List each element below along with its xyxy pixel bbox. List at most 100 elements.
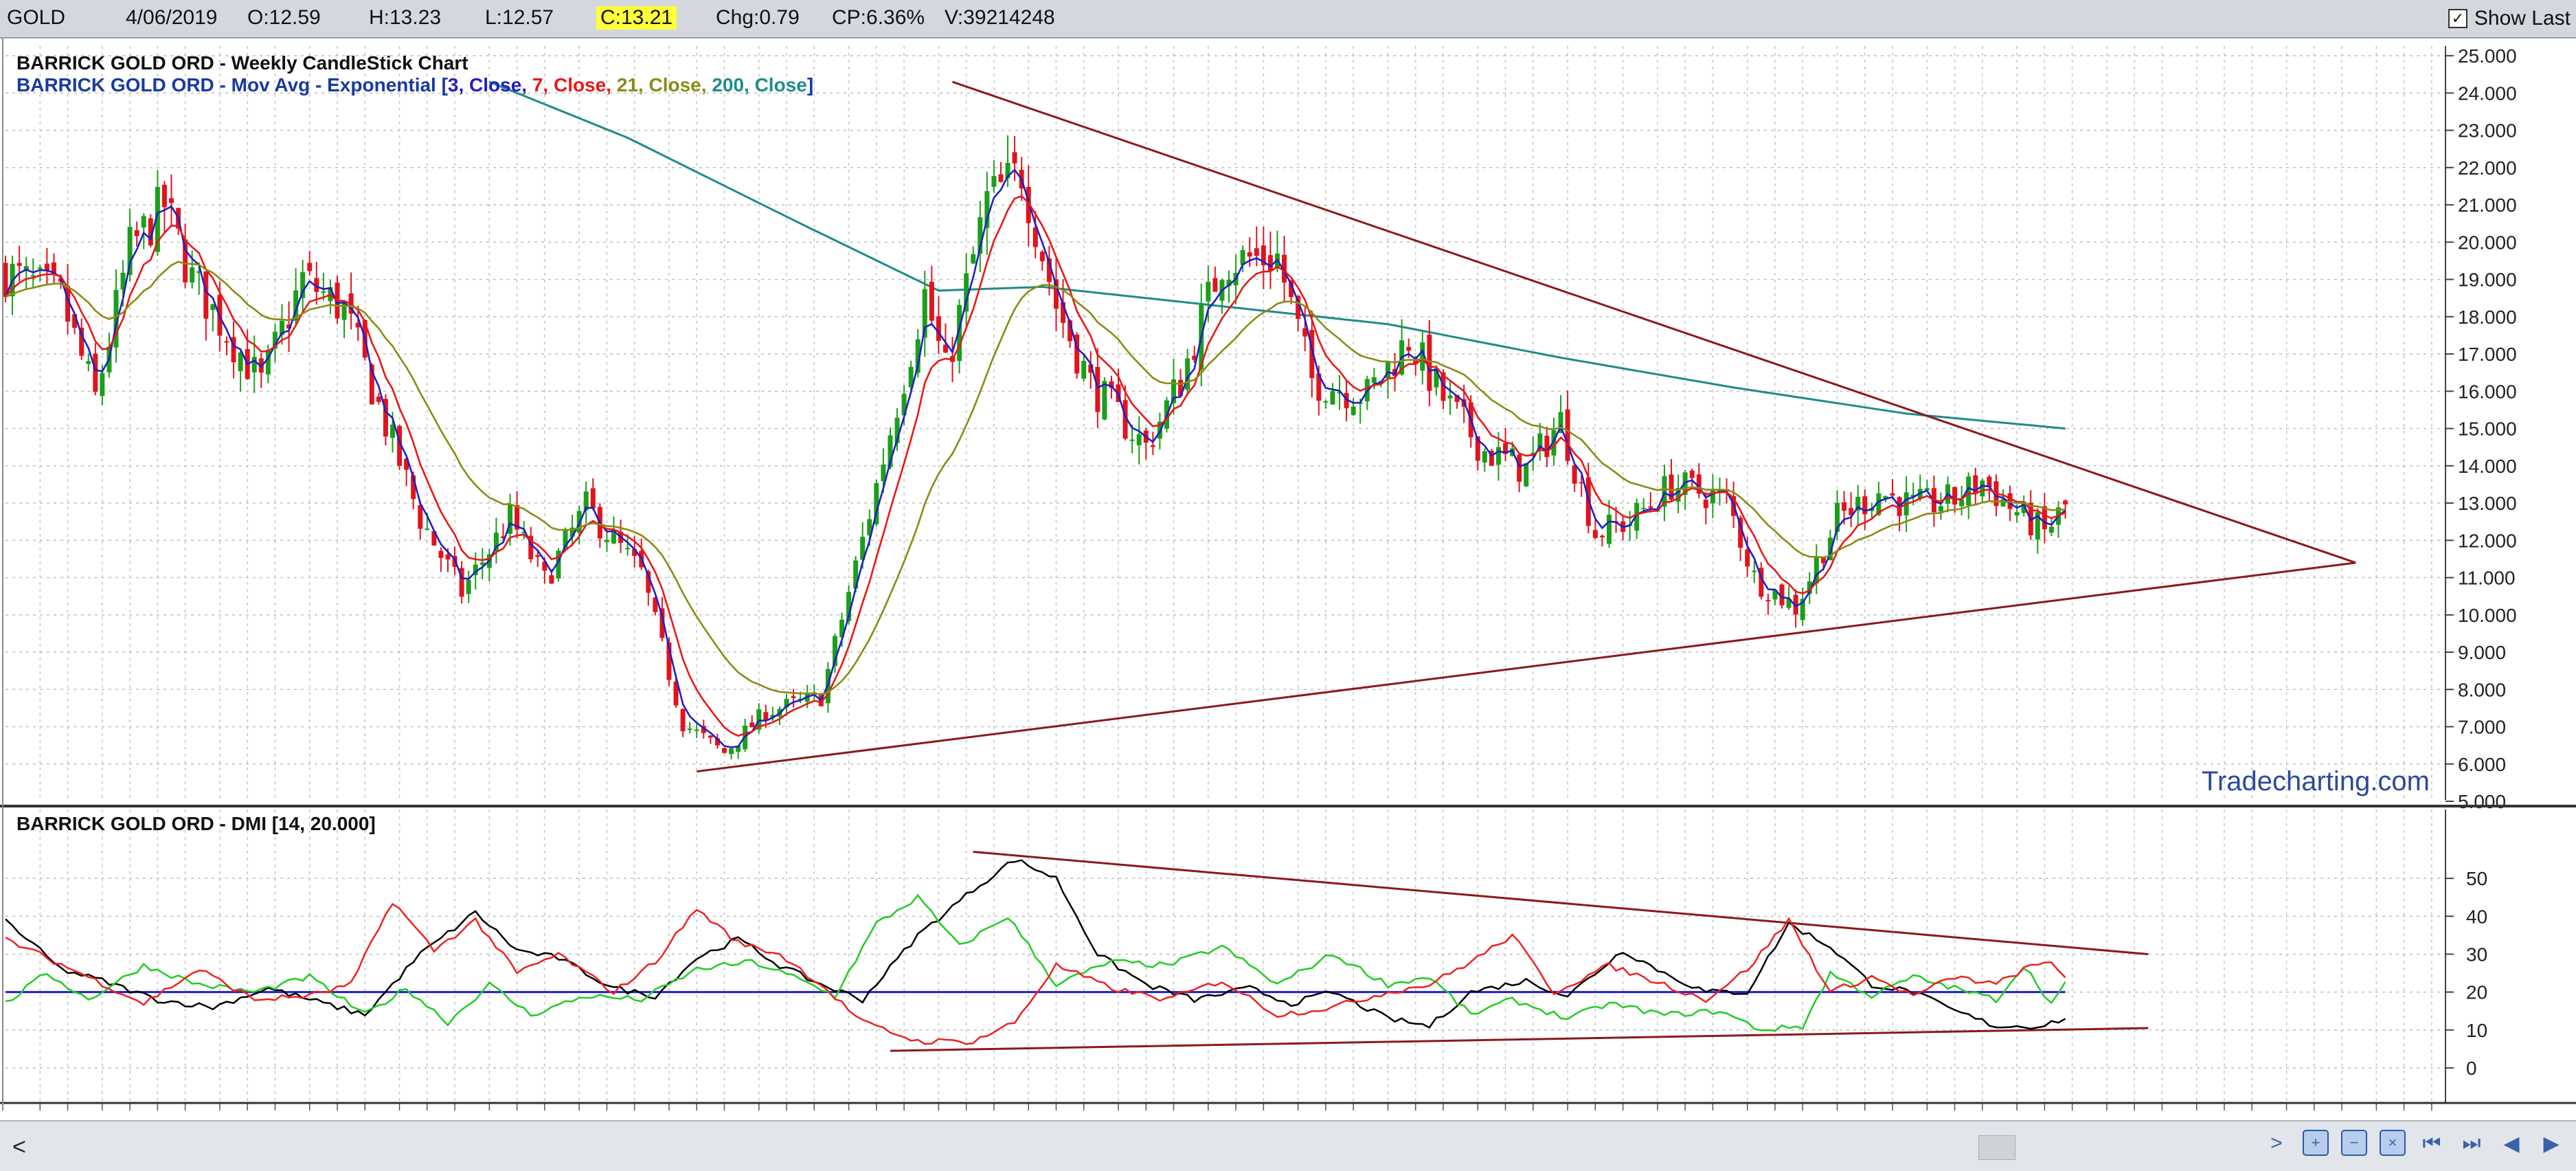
- zoom-out-icon[interactable]: −: [2341, 1130, 2367, 1156]
- candle-down: [1413, 359, 1419, 365]
- candle-up: [888, 435, 893, 467]
- candle-down: [549, 575, 554, 584]
- candle-down: [93, 353, 98, 392]
- scroll-thumb[interactable]: [1978, 1135, 2015, 1160]
- candle-down: [1599, 535, 1605, 537]
- candle-down: [1053, 279, 1059, 309]
- candle-up: [839, 619, 845, 638]
- x-tick-label: N: [431, 1108, 445, 1111]
- chart-background: [0, 38, 2576, 1111]
- candle-up: [1662, 476, 1667, 507]
- candle-up: [1883, 496, 1888, 500]
- x-tick-label: M: [908, 1108, 924, 1111]
- candle-up: [1447, 395, 1453, 399]
- candle-down: [1579, 482, 1584, 484]
- candle-up: [1980, 480, 1985, 497]
- candle-down: [314, 278, 319, 292]
- candle-up: [272, 331, 278, 349]
- candle-up: [1924, 488, 1930, 491]
- candle-down: [183, 239, 188, 282]
- candle-up: [1495, 447, 1501, 465]
- candle-up: [1772, 590, 1778, 600]
- candle-up: [991, 176, 997, 187]
- price-tick-label: 15.000: [2458, 419, 2517, 440]
- candle-up: [1102, 381, 1107, 420]
- candle-up: [971, 254, 976, 264]
- first-icon[interactable]: ⏮: [2422, 1132, 2441, 1155]
- x-tick-label: M: [190, 1108, 205, 1111]
- candle-down: [1842, 502, 1847, 511]
- dmi-tick-label: 20: [2466, 982, 2487, 1003]
- x-tick-label: A: [341, 1108, 354, 1111]
- candle-up: [1752, 570, 1757, 572]
- x-tick-label: Jul: [2111, 1108, 2136, 1111]
- chart-area[interactable]: 5.000 6.000 7.000 8.000 9.000 10.000 11.000 12.…: [0, 38, 2576, 1111]
- trendlines-group: [697, 80, 2356, 1052]
- candle-down: [1820, 557, 1826, 564]
- candle-down: [1150, 445, 1155, 447]
- candle-up: [1524, 462, 1529, 487]
- candle-down: [1503, 443, 1509, 454]
- candle-up: [853, 560, 859, 589]
- candle-up: [127, 227, 133, 276]
- candle-up: [736, 746, 741, 752]
- price-tick-label: 6.000: [2458, 754, 2506, 775]
- x-tick-label: O: [2201, 1108, 2216, 1111]
- candle-up: [1634, 503, 1640, 531]
- candle-up: [604, 539, 609, 542]
- candle-down: [1759, 568, 1764, 597]
- candle-down: [134, 230, 139, 236]
- candle-up: [341, 301, 347, 320]
- candle-down: [791, 696, 796, 698]
- x-tick-label: M: [549, 1108, 565, 1111]
- delete-icon[interactable]: ×: [2380, 1130, 2406, 1156]
- candle-up: [964, 273, 969, 312]
- candle-down: [1095, 367, 1100, 412]
- show-last-toggle[interactable]: ✓ Show Last: [2448, 5, 2571, 32]
- candle-up: [508, 504, 513, 534]
- zoom-in-icon[interactable]: +: [2303, 1130, 2329, 1156]
- candle-down: [307, 263, 313, 271]
- scroll-left-icon[interactable]: <: [12, 1134, 26, 1160]
- price-tick-label: 9.000: [2458, 642, 2506, 663]
- last-icon[interactable]: ⏭: [2462, 1132, 2481, 1155]
- scroll-right-icon[interactable]: >: [2270, 1132, 2283, 1155]
- candle-down: [44, 263, 49, 271]
- x-tick-label: D: [1897, 1108, 1910, 1111]
- candles-group: [3, 135, 2068, 760]
- next-icon[interactable]: ▶: [2543, 1132, 2560, 1155]
- x-tick-label: F: [161, 1108, 173, 1111]
- x-tick-label: O: [1482, 1108, 1497, 1111]
- candle-up: [1606, 514, 1612, 544]
- candle-down: [942, 344, 948, 353]
- price-tick-label: 10.000: [2458, 605, 2517, 626]
- x-tick-label: A: [701, 1108, 714, 1111]
- candle-up: [1855, 496, 1861, 511]
- candle-down: [2007, 493, 2013, 509]
- candle-down: [1212, 278, 1218, 292]
- candle-down: [2042, 506, 2047, 530]
- x-tick-label: D: [1537, 1108, 1551, 1111]
- prev-icon[interactable]: ◀: [2503, 1132, 2520, 1155]
- x-tick-label: 7: [1212, 1108, 1223, 1111]
- scrollbar[interactable]: < > + − × ⏮ ⏭ ◀ ▶: [0, 1120, 2576, 1171]
- x-tick-label: A: [1420, 1108, 1433, 1111]
- x-tick-label: M: [1267, 1108, 1283, 1111]
- candle-down: [1849, 508, 1854, 515]
- show-last-label: Show Last: [2474, 7, 2571, 30]
- price-tick-label: 8.000: [2458, 679, 2506, 700]
- x-tick-label: 14: [134, 1108, 156, 1111]
- candle-up: [1641, 508, 1647, 510]
- candle-up: [1434, 368, 1439, 388]
- x-tick-label: A: [1302, 1108, 1315, 1111]
- candle-up: [1136, 434, 1142, 445]
- x-tick-label: F: [2318, 1108, 2330, 1111]
- candle-down: [445, 554, 451, 560]
- candle-down: [3, 263, 8, 298]
- candle-up: [1129, 439, 1135, 441]
- dmi-tick-label: 50: [2466, 868, 2487, 889]
- candle-down: [355, 322, 361, 328]
- candle-down: [659, 608, 665, 638]
- show-last-checkbox[interactable]: ✓: [2448, 9, 2467, 28]
- price-tick-label: 12.000: [2458, 530, 2517, 551]
